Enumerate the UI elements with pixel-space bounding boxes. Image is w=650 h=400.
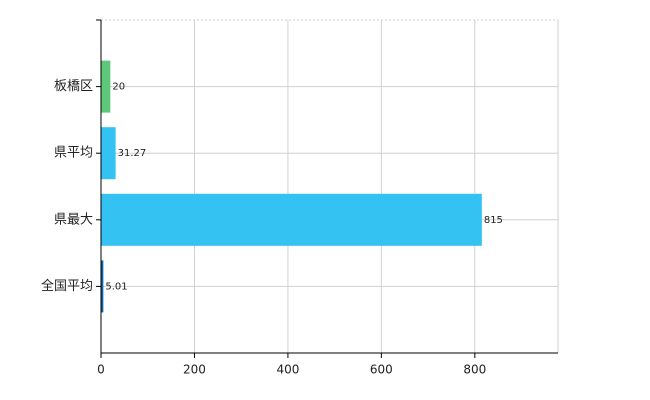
bar [101, 60, 111, 113]
value-label: 31.27 [118, 148, 147, 159]
y-tick-label: 全国平均 [41, 278, 93, 294]
x-tick-label: 200 [183, 363, 206, 377]
y-tick-label: 県平均 [54, 146, 93, 161]
bar [101, 260, 104, 313]
value-label: 20 [112, 82, 125, 93]
x-tick-label: 0 [97, 363, 105, 377]
x-tick-label: 800 [463, 363, 486, 377]
value-label: 5.01 [105, 281, 127, 292]
value-label: 815 [484, 215, 503, 226]
bar [101, 127, 116, 180]
y-tick-label: 板橋区 [54, 79, 93, 94]
bar [101, 193, 482, 246]
x-tick-label: 400 [276, 363, 299, 377]
y-tick-label: 県最大 [54, 212, 93, 227]
x-tick-label: 600 [370, 363, 393, 377]
